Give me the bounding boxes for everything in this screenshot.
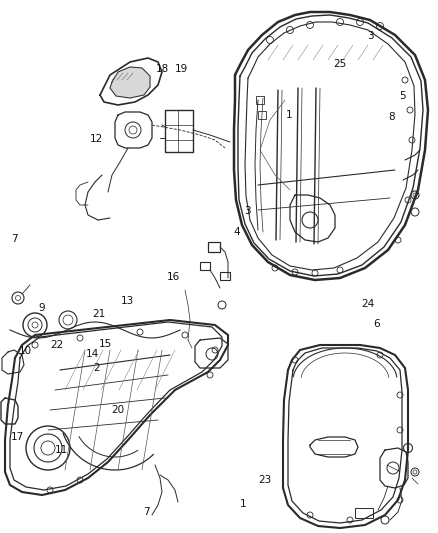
- Text: 10: 10: [19, 346, 32, 356]
- Bar: [258, 111, 266, 119]
- Text: 13: 13: [120, 296, 134, 306]
- Text: 7: 7: [143, 507, 150, 516]
- Text: 7: 7: [11, 234, 18, 244]
- Text: 20: 20: [112, 406, 125, 415]
- Text: 25: 25: [333, 59, 346, 69]
- Text: 8: 8: [389, 112, 396, 122]
- Text: 18: 18: [155, 64, 169, 74]
- Text: 19: 19: [175, 64, 188, 74]
- Text: 5: 5: [399, 91, 406, 101]
- Text: 12: 12: [90, 134, 103, 143]
- Text: 23: 23: [258, 475, 272, 484]
- Bar: [256, 96, 264, 104]
- Polygon shape: [110, 67, 150, 98]
- Text: 1: 1: [286, 110, 293, 119]
- Text: 16: 16: [166, 272, 180, 282]
- Text: 6: 6: [373, 319, 380, 329]
- Text: 14: 14: [85, 350, 99, 359]
- Text: 4: 4: [233, 227, 240, 237]
- Text: 22: 22: [50, 341, 64, 350]
- Text: 2: 2: [93, 363, 100, 373]
- Text: 9: 9: [38, 303, 45, 313]
- Text: 11: 11: [55, 446, 68, 455]
- Bar: [208, 242, 220, 252]
- Bar: [200, 262, 210, 270]
- Bar: [165, 110, 193, 152]
- Text: 1: 1: [240, 499, 247, 508]
- Text: 15: 15: [99, 339, 112, 349]
- Text: 3: 3: [367, 31, 374, 41]
- Text: 21: 21: [92, 310, 105, 319]
- Bar: [220, 272, 230, 280]
- Text: 17: 17: [11, 432, 24, 442]
- Bar: [355, 508, 373, 518]
- Text: 24: 24: [361, 299, 374, 309]
- Text: 3: 3: [244, 206, 251, 215]
